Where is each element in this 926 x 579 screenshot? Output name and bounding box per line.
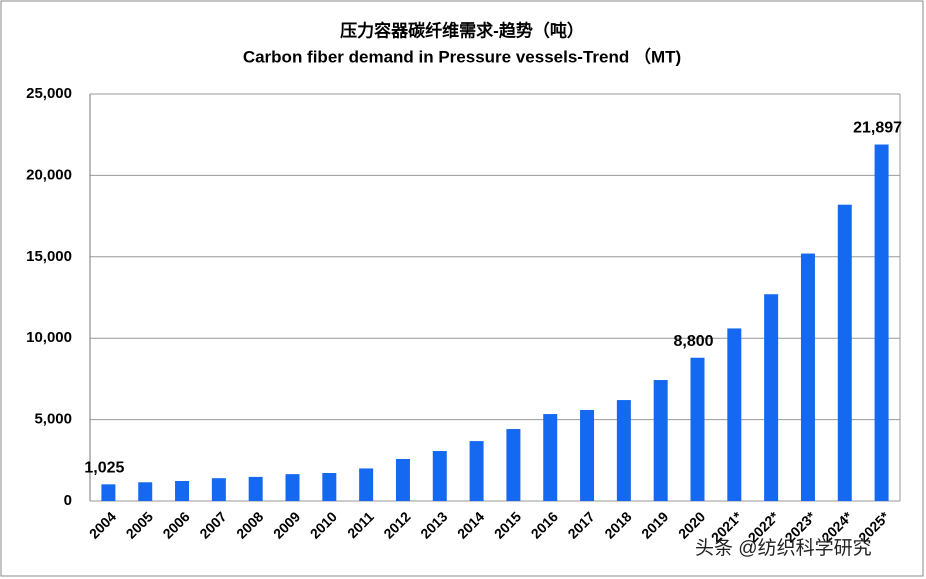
bar [175, 480, 190, 501]
bar [690, 357, 705, 501]
bar [285, 474, 300, 501]
bar [616, 400, 631, 501]
y-tick-label: 10,000 [26, 329, 72, 346]
bar [248, 476, 263, 501]
bar [395, 458, 410, 501]
bar [432, 451, 447, 501]
bar [211, 478, 226, 501]
y-tick-label: 15,000 [26, 248, 72, 265]
bar [359, 468, 374, 501]
y-tick-label: 25,000 [26, 85, 72, 102]
y-tick-label: 5,000 [34, 411, 72, 428]
bar [837, 204, 852, 502]
watermark: 头条 @纺织科学研究 [695, 537, 872, 559]
bar [138, 482, 153, 501]
bar [506, 429, 521, 501]
value-label: 1,025 [84, 460, 124, 477]
bar [653, 380, 668, 501]
chart-title: 压力容器碳纤维需求-趋势（吨） [340, 20, 584, 40]
bar [101, 484, 116, 501]
bar [800, 253, 815, 501]
value-label: 21,897 [853, 120, 902, 137]
bar [874, 144, 889, 501]
bar [469, 441, 484, 501]
y-tick-label: 20,000 [26, 166, 72, 183]
bar [580, 409, 595, 501]
bar [727, 328, 742, 501]
value-label: 8,800 [673, 333, 713, 350]
bar [322, 472, 337, 501]
y-tick-label: 0 [64, 492, 72, 509]
chart-subtitle: Carbon fiber demand in Pressure vessels-… [243, 46, 681, 66]
bar [764, 294, 779, 501]
bar [543, 414, 558, 501]
